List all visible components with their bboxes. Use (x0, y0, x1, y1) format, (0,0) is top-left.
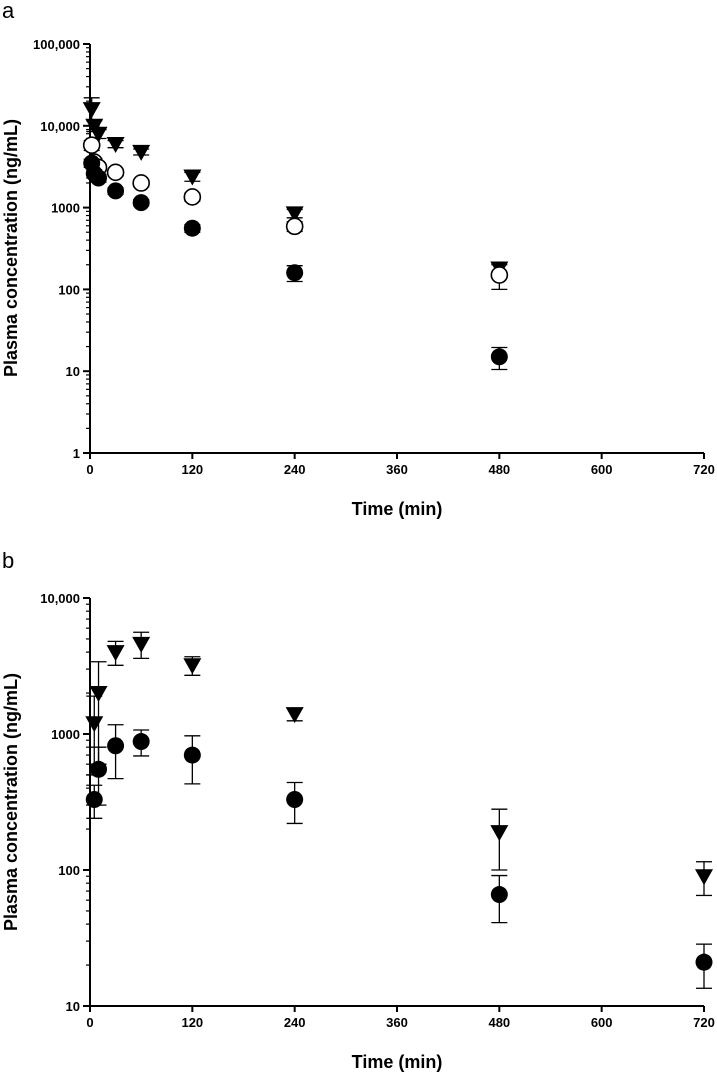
panel-a-y-tick-label: 100,000 (33, 37, 80, 52)
panel-a-point-triangle (132, 144, 151, 161)
panel-a-point-open-circle (285, 217, 304, 236)
panel-b-point-triangle (695, 869, 713, 886)
panel-b-y-tick-label: 100 (58, 863, 80, 878)
panel-a-y-tick-label: 100 (58, 282, 80, 297)
panel-b-x-tick-label: 240 (284, 1015, 306, 1030)
panel-b-point-filled-circle (107, 737, 125, 755)
panel-b-point-triangle (132, 636, 151, 653)
panel-b-x-tick-label: 120 (181, 1015, 203, 1030)
panel-b: b 0 120 240 360 480 600 720 10 100 1000 10,000 Tim… (1, 548, 715, 1072)
panel-a-x-tick-label: 600 (591, 462, 613, 477)
panel-b-point-filled-circle (695, 953, 713, 971)
panel-a-point-filled-circle (132, 194, 150, 212)
panel-b-point-filled-circle (183, 746, 201, 764)
panel-a-x-tick-label: 720 (693, 462, 715, 477)
panel-b-point-triangle (285, 707, 304, 724)
panel-b-point-filled-circle (132, 733, 150, 751)
panel-a-y-tick-label: 1000 (51, 201, 80, 216)
panel-a-point-open-circle (490, 266, 509, 284)
panel-a-point-triangle (89, 126, 108, 143)
panel-b-y-tick-label: 10,000 (40, 591, 80, 606)
panel-letter-b: b (2, 548, 14, 573)
panel-a-point-filled-circle (107, 182, 125, 200)
panel-letter-a: a (2, 0, 15, 23)
panel-b-x-tick-label: 600 (591, 1015, 613, 1030)
panel-b-y-axis-title: Plasma concentration (ng/mL) (1, 673, 21, 931)
panel-b-x-tick-label: 720 (693, 1015, 715, 1030)
panel-a-x-tick-label: 480 (488, 462, 510, 477)
panel-b-point-filled-circle (490, 886, 508, 904)
panel-a-marks (82, 97, 509, 371)
panel-b-point-triangle (490, 825, 509, 842)
panel-a-x-axis-title: Time (min) (352, 499, 443, 519)
panel-a-axes: 0 120 240 360 480 600 720 1 10 100 1000 10,000 100,0… (33, 37, 715, 477)
panel-a-x-tick-label: 360 (386, 462, 408, 477)
panel-a-y-tick-label: 10 (66, 364, 80, 379)
panel-a-point-open-circle (132, 174, 150, 192)
panel-a: a 0 120 240 360 480 600 720 1 10 100 1000 10,000 100… (1, 0, 715, 519)
panel-b-marks (85, 631, 713, 989)
panel-a-point-triangle (106, 136, 125, 153)
panel-a-point-filled-circle (286, 264, 304, 282)
panel-a-point-triangle (82, 102, 101, 119)
panel-b-x-tick-label: 480 (488, 1015, 510, 1030)
panel-b-point-triangle (89, 686, 108, 703)
panel-a-point-open-circle (106, 163, 125, 182)
panel-b-point-filled-circle (286, 790, 304, 808)
panel-a-point-filled-circle (183, 219, 201, 237)
panel-a-x-tick-label: 0 (86, 462, 93, 477)
panel-a-point-filled-circle (90, 169, 108, 187)
panel-a-point-triangle (285, 206, 304, 223)
panel-a-x-tick-label: 120 (181, 462, 203, 477)
panel-a-point-triangle (183, 169, 202, 186)
panel-b-x-tick-label: 360 (386, 1015, 408, 1030)
panel-a-y-tick-label: 1 (73, 446, 80, 461)
panel-b-x-axis-title: Time (min) (352, 1052, 443, 1072)
panel-b-x-tick-label: 0 (86, 1015, 93, 1030)
panel-b-point-triangle (183, 658, 202, 675)
panel-b-y-tick-label: 10 (66, 999, 80, 1014)
panel-a-x-tick-label: 240 (284, 462, 306, 477)
panel-a-point-open-circle (82, 136, 101, 154)
panel-a-point-filled-circle (490, 348, 508, 366)
panel-b-y-tick-label: 1000 (51, 727, 80, 742)
panel-a-y-tick-label: 10,000 (40, 119, 80, 134)
panel-b-point-triangle (106, 645, 125, 662)
panel-a-y-axis-title: Plasma concentration (ng/mL) (1, 119, 21, 377)
panel-b-point-triangle (85, 716, 104, 733)
panel-b-point-filled-circle (90, 760, 108, 778)
panel-a-point-open-circle (183, 188, 202, 206)
